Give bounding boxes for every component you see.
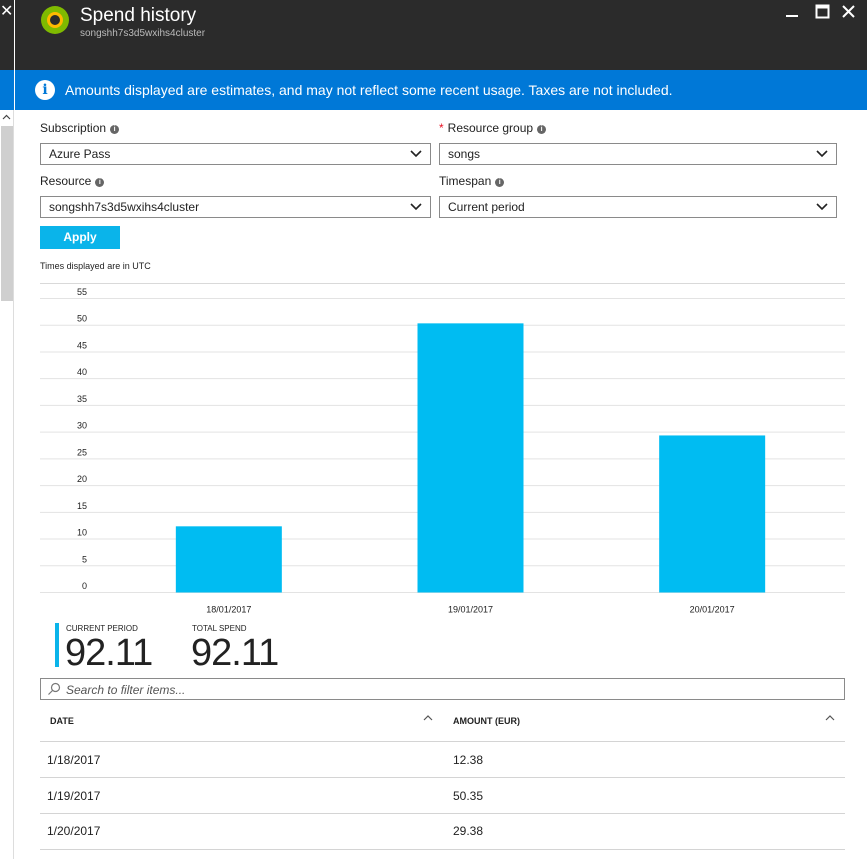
- resource-group-label-text: Resource group: [447, 121, 534, 135]
- scroll-up-icon[interactable]: [2, 112, 11, 123]
- resource-value: songshh7s3d5wxihs4cluster: [49, 200, 200, 214]
- bar-20/01/2017[interactable]: [659, 435, 766, 593]
- chevron-down-icon: [816, 150, 828, 158]
- column-header-amount[interactable]: AMOUNT (EUR): [453, 716, 520, 726]
- x-tick-label: 20/01/2017: [690, 605, 735, 615]
- required-asterisk: *: [439, 121, 444, 135]
- resource-info-icon[interactable]: i: [95, 178, 105, 187]
- current-period-value: 92.11: [65, 632, 153, 674]
- filter-input[interactable]: Search to filter items...: [40, 678, 845, 700]
- info-banner: i Amounts displayed are estimates, and m…: [15, 70, 867, 110]
- y-tick-label: 45: [77, 340, 87, 350]
- info-icon: i: [35, 80, 55, 100]
- table-cell-date: 1/20/2017: [47, 824, 101, 838]
- table-cell-date: 1/19/2017: [47, 789, 101, 803]
- previous-blade-close-icon[interactable]: ✕: [0, 3, 14, 20]
- resource-label-text: Resource: [40, 174, 92, 188]
- row-divider: [40, 813, 845, 814]
- timespan-label-text: Timespan: [439, 174, 492, 188]
- utc-note: Times displayed are in UTC: [40, 261, 151, 271]
- timespan-dropdown[interactable]: Current period: [439, 196, 837, 218]
- table-cell-amount: 29.38: [453, 824, 484, 838]
- x-tick-label: 18/01/2017: [206, 605, 251, 615]
- chevron-down-icon: [410, 203, 422, 211]
- close-icon[interactable]: [841, 4, 856, 22]
- table-header-divider: [40, 741, 845, 742]
- previous-blade-header: [0, 0, 14, 70]
- subscription-info-icon[interactable]: i: [110, 125, 120, 134]
- bar-19/01/2017[interactable]: [417, 323, 524, 593]
- resource-label: Resource i: [40, 174, 105, 188]
- blade-subtitle: songshh7s3d5wxihs4cluster: [80, 28, 206, 39]
- table-cell-date: 1/18/2017: [47, 753, 101, 767]
- resource-group-info-icon[interactable]: i: [537, 125, 547, 134]
- y-tick-label: 30: [77, 421, 87, 431]
- total-spend-label: TOTAL SPEND: [192, 624, 247, 633]
- row-divider: [40, 777, 845, 778]
- y-tick-label: 25: [77, 447, 87, 457]
- y-tick-label: 55: [77, 287, 87, 297]
- y-tick-label: 15: [77, 501, 87, 511]
- chevron-down-icon: [410, 150, 422, 158]
- sort-date-icon[interactable]: [422, 712, 434, 724]
- chevron-down-icon: [816, 203, 828, 211]
- table-cell-amount: 50.35: [453, 789, 484, 803]
- blade-title: Spend history: [80, 5, 197, 26]
- table-cell-amount: 12.38: [453, 753, 484, 767]
- search-icon: [48, 682, 61, 695]
- maximize-icon[interactable]: [815, 4, 830, 22]
- resource-dropdown[interactable]: songshh7s3d5wxihs4cluster: [40, 196, 431, 218]
- spend-bar-chart: 0 5 10 15 20 25 30 35 40 45 50 55 18/01/2017 19/01/20…: [40, 283, 845, 615]
- timespan-value: Current period: [448, 200, 525, 214]
- apply-button[interactable]: Apply: [40, 226, 120, 249]
- timespan-info-icon[interactable]: i: [495, 178, 505, 187]
- blade-header: Spend history songshh7s3d5wxihs4cluster: [15, 0, 867, 70]
- y-tick-label: 10: [77, 528, 87, 538]
- total-spend-value: 92.11: [191, 632, 279, 674]
- y-tick-label: 5: [82, 554, 87, 564]
- y-tick-label: 35: [77, 394, 87, 404]
- bar-18/01/2017[interactable]: [175, 526, 282, 593]
- column-header-date[interactable]: DATE: [50, 716, 74, 726]
- scrollbar-thumb[interactable]: [1, 126, 13, 301]
- subscription-dropdown[interactable]: Azure Pass: [40, 143, 431, 165]
- y-tick-label: 40: [77, 367, 87, 377]
- previous-blade-infobar: [0, 70, 14, 110]
- current-period-indicator: [55, 623, 59, 667]
- subscription-label: Subscription i: [40, 121, 120, 135]
- subscription-label-text: Subscription: [40, 121, 107, 135]
- timespan-label: Timespan i: [439, 174, 505, 188]
- sort-amount-icon[interactable]: [824, 712, 836, 724]
- info-banner-text: Amounts displayed are estimates, and may…: [65, 82, 673, 98]
- x-tick-label: 19/01/2017: [448, 605, 493, 615]
- row-divider: [40, 849, 845, 850]
- resource-group-label: * Resource group i: [439, 121, 547, 135]
- cost-management-logo-icon: [41, 6, 69, 34]
- resource-group-dropdown[interactable]: songs: [439, 143, 837, 165]
- filter-placeholder: Search to filter items...: [66, 683, 186, 697]
- previous-blade-strip: [0, 0, 14, 859]
- y-tick-label: 20: [77, 474, 87, 484]
- minimize-icon[interactable]: [785, 2, 799, 21]
- y-tick-label: 50: [77, 314, 87, 324]
- resource-group-value: songs: [448, 147, 481, 161]
- y-tick-label: 0: [82, 581, 87, 591]
- current-period-label: CURRENT PERIOD: [66, 624, 138, 633]
- subscription-value: Azure Pass: [49, 147, 111, 161]
